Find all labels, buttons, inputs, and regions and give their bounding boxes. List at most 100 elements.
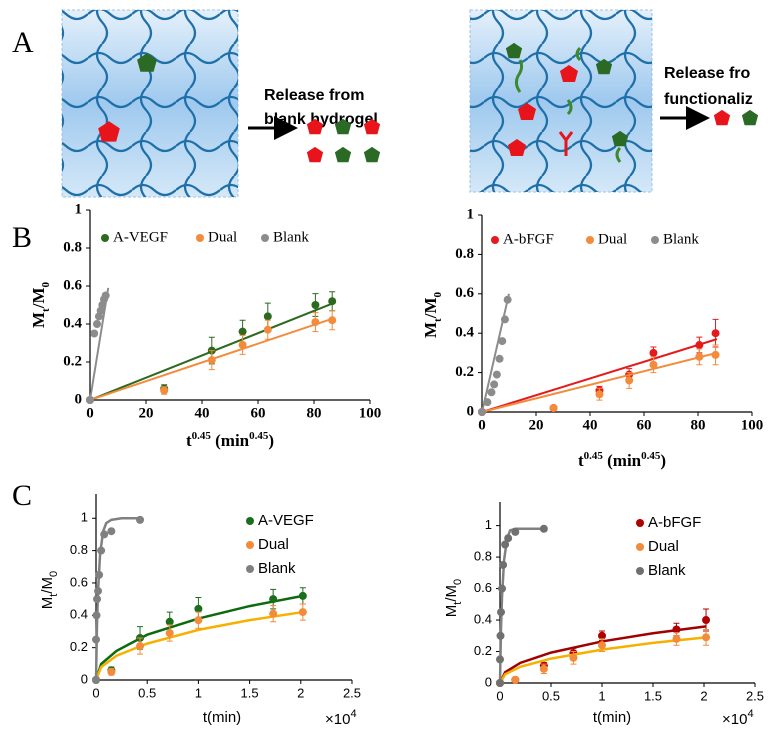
data-point	[328, 316, 337, 325]
label-part: 4	[747, 708, 753, 720]
y-tick-label: 0	[81, 671, 88, 686]
data-point	[101, 291, 110, 300]
label-part: 0	[452, 579, 464, 585]
data-point	[165, 629, 174, 638]
legend-marker	[586, 236, 594, 244]
y-tick-label: 0.4	[455, 325, 474, 341]
data-point	[500, 315, 509, 324]
data-point	[549, 404, 558, 413]
data-point	[625, 376, 634, 385]
data-point	[263, 325, 272, 334]
legend-label: Blank	[258, 560, 296, 577]
data-point	[672, 625, 681, 634]
y-tick-label: 0.2	[70, 639, 88, 654]
data-point	[490, 380, 499, 389]
x-tick-label: 20	[529, 417, 544, 433]
data-point	[672, 634, 681, 643]
legend-label: Dual	[598, 231, 627, 247]
data-point	[492, 370, 501, 379]
x-tick-label: 1	[195, 685, 202, 700]
data-point	[539, 664, 548, 673]
fit-line	[94, 594, 304, 681]
data-point	[496, 631, 505, 640]
x-tick-label: 0	[496, 688, 503, 703]
legend-label: A-VEGF	[113, 229, 168, 245]
data-point	[487, 388, 496, 397]
x-tick-label: 1.5	[241, 685, 259, 700]
data-point	[711, 329, 720, 338]
data-point	[92, 611, 101, 620]
x-tick-label: 0	[478, 417, 486, 433]
x-tick-label: 2	[297, 685, 304, 700]
legend-marker	[196, 234, 204, 242]
y-tick-label: 0	[485, 674, 492, 689]
x-axis-label: t0.45 (min0.45)	[578, 450, 666, 470]
panel-label: A	[12, 26, 34, 59]
legend-label: Blank	[648, 562, 686, 579]
x-tick-label: 60	[637, 417, 652, 433]
label-part: /M	[39, 577, 56, 594]
label-part: t	[40, 308, 52, 312]
x-multiplier: ×104	[722, 708, 754, 728]
y-tick-label: 0.8	[63, 239, 82, 255]
x-tick-label: 80	[691, 417, 706, 433]
data-point	[92, 676, 100, 684]
y-tick-label: 0.2	[474, 643, 492, 658]
label-part: )	[268, 431, 274, 450]
y-tick-label: 0.8	[70, 542, 88, 557]
data-point	[649, 348, 658, 357]
data-point	[497, 608, 506, 617]
label-part: t	[452, 602, 464, 605]
data-point	[238, 327, 247, 336]
y-axis-label: Mt/M0	[29, 282, 52, 329]
data-point	[539, 524, 548, 533]
data-point	[702, 616, 711, 625]
y-tick-label: 0.6	[70, 574, 88, 589]
fit-line	[498, 636, 707, 684]
data-point	[498, 584, 507, 593]
data-point	[311, 318, 320, 327]
data-point	[207, 356, 216, 365]
data-point	[100, 530, 109, 539]
x-tick-label: 0.5	[138, 685, 156, 700]
legend-label: Blank	[273, 229, 309, 245]
data-point	[86, 396, 94, 404]
data-point	[499, 560, 508, 569]
fit-line	[94, 610, 304, 681]
data-point	[501, 540, 510, 549]
legend-label: A-VEGF	[258, 512, 314, 529]
label-part: ×10	[325, 711, 350, 728]
data-point	[160, 386, 169, 395]
y-tick-label: 0.2	[63, 353, 82, 369]
released-proteins	[306, 118, 381, 163]
data-point	[496, 679, 504, 687]
label-part: 0	[40, 282, 52, 288]
data-point	[269, 609, 278, 618]
x-tick-label: 100	[359, 405, 382, 421]
y-axis-label: Mt/M0	[443, 579, 464, 617]
y-tick-label: 1	[81, 510, 88, 525]
y-tick-label: 0.8	[455, 246, 474, 262]
hydrogel-blank	[61, 9, 239, 198]
x-tick-label: 60	[251, 405, 266, 421]
label-part: 0.45	[192, 430, 212, 442]
legend-label: Dual	[208, 229, 237, 245]
fit-line	[498, 625, 707, 684]
x-tick-label: 40	[583, 417, 598, 433]
x-multiplier: ×104	[325, 708, 357, 728]
x-tick-label: 2	[700, 688, 707, 703]
data-point	[263, 312, 272, 321]
label-part: t	[48, 594, 60, 597]
y-tick-label: 0.4	[70, 607, 88, 622]
x-tick-label: 1.5	[644, 688, 662, 703]
label-part: M	[443, 605, 460, 618]
legend-marker	[636, 543, 644, 551]
data-point	[496, 655, 504, 664]
label-part: M	[29, 312, 48, 328]
data-point	[269, 595, 278, 604]
y-tick-label: 0.4	[474, 611, 492, 626]
data-point	[598, 641, 606, 650]
data-point	[194, 616, 203, 625]
x-tick-label: 100	[741, 417, 764, 433]
data-point	[504, 534, 513, 543]
